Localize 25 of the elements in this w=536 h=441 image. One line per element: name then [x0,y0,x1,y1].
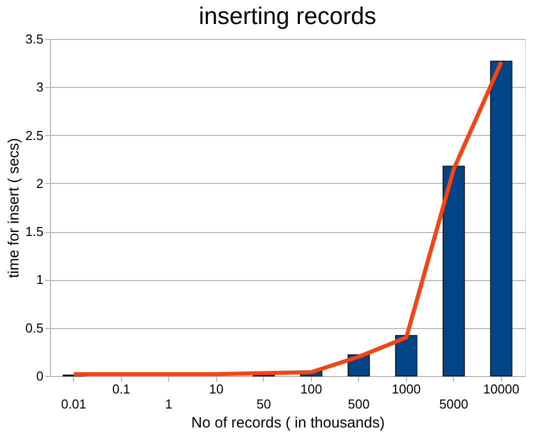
x-tick-label: 1 [165,396,172,412]
y-tick-label: 3.5 [25,32,44,46]
chart-title: inserting records [198,3,376,30]
bar [490,60,512,376]
y-tick-label: 3 [36,80,44,95]
bar [442,166,465,376]
y-tick-label: 1.5 [25,224,44,240]
x-tick-label: 500 [348,396,370,412]
bar [395,335,418,376]
x-tick-label: 0.1 [112,382,130,396]
y-tick-label: 2.5 [25,128,44,143]
x-tick-label: 100 [300,382,322,396]
x-tick-label: 5000 [439,396,468,412]
line-series [72,60,504,376]
y-tick-label: 0 [36,368,44,384]
y-axis-title: time for insert ( secs) [5,138,22,278]
x-tick-label: 0.01 [61,396,86,412]
x-tick-label: 50 [256,396,271,412]
x-axis-title: No of records ( in thousands) [191,414,385,432]
y-tick-label: 1 [36,272,44,288]
y-tick-label: 2 [36,176,44,191]
x-tick-label: 10000 [483,382,520,396]
y-tick-label: 0.5 [25,320,44,336]
x-tick-label: 1000 [392,382,421,396]
x-tick-label: 10 [209,382,224,396]
